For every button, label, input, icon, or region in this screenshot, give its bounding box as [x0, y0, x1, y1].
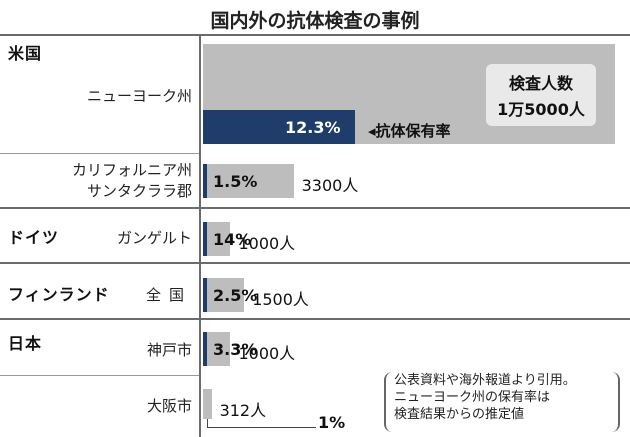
rate-value-label: 12.3% [285, 118, 341, 137]
rate-value-label: 2.5% [213, 286, 258, 305]
rate-legend: ◂抗体保有率 [368, 122, 451, 140]
count-bar [203, 222, 231, 256]
divider-ny-santaclara [0, 153, 200, 154]
rate-value-label: 3.3% [213, 340, 258, 359]
region-label-osaka: 大阪市 [146, 397, 192, 415]
count-bar [203, 389, 212, 419]
rate-bar [203, 164, 207, 198]
count-legend-title: 検査人数 [508, 74, 573, 93]
top-rule [0, 34, 630, 36]
region-label-newyork: ニューヨーク州 [86, 87, 192, 105]
label-column-divider [199, 34, 201, 437]
divider-germany-finland [0, 262, 630, 264]
rate-bar [203, 222, 207, 256]
rate-value-label: 1.5% [213, 172, 258, 191]
count-value-label: 1000人 [238, 344, 296, 363]
region-label-kobe: 神戸市 [146, 341, 192, 359]
count-value-label: 1500人 [252, 290, 309, 309]
country-label-japan: 日本 [8, 334, 43, 353]
region-label-gangelt: ガンゲルト [116, 229, 192, 247]
source-note: 公表資料や海外報道より引用。 ニューヨーク州の保有率は 検査結果からの推定値 [384, 372, 620, 432]
rate-bar [203, 110, 355, 144]
count-legend-box [486, 64, 596, 126]
rate-value-label: 14% [213, 230, 252, 249]
count-bar [203, 332, 231, 366]
rate-bar [203, 332, 207, 366]
rate-legend-label: 抗体保有率 [375, 122, 451, 140]
divider-kobe-osaka [0, 375, 200, 376]
count-bar [203, 278, 245, 312]
rate-value-label: 1% [318, 413, 346, 432]
divider-usa-germany [0, 207, 630, 209]
source-note-line: ニューヨーク州の保有率は [394, 390, 551, 405]
country-label-finland: フィンランド [8, 285, 110, 304]
source-note-line: 検査結果からの推定値 [394, 407, 525, 422]
count-value-label: 1000人 [238, 234, 296, 253]
divider-finland-japan [0, 318, 630, 320]
count-legend-value: 1万5000人 [497, 100, 585, 119]
count-value-label: 3300人 [301, 176, 359, 195]
osaka-rate-pointer [207, 419, 316, 428]
country-label-germany: ドイツ [8, 228, 60, 247]
rate-bar [203, 278, 207, 312]
country-label-usa: 米国 [8, 44, 43, 63]
count-bar [203, 164, 294, 198]
region-label-nationwide: 全国 [145, 286, 192, 304]
region-label-santaclara: カリフォルニア州 サンタクララ郡 [71, 161, 192, 200]
chart-title: 国内外の抗体検査の事例 [210, 10, 420, 32]
source-note-line: 公表資料や海外報道より引用。 [394, 373, 576, 388]
count-value-label: 312人 [219, 401, 267, 420]
